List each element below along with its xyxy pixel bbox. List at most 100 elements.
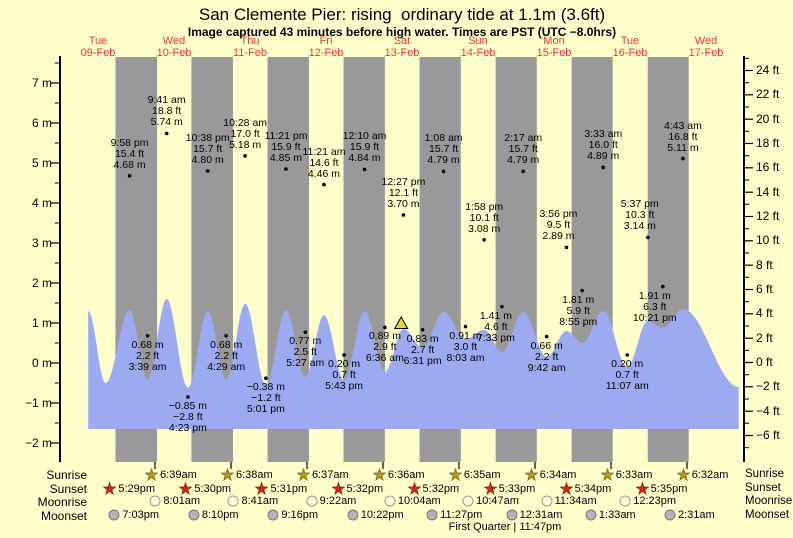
high-tide-annotation: 10:38 pm 15.7 ft 4.80 m (185, 132, 230, 166)
sunset-event: 5:32pm (331, 482, 384, 495)
high-tide-annotation: 4:43 am 16.8 ft 5.11 m (663, 119, 702, 154)
tide-dot (661, 284, 665, 289)
sunset-star-icon (255, 482, 269, 495)
right-axis-label-14ft: 14 ft (756, 184, 780, 199)
sunset-event: 5:29pm (103, 482, 155, 495)
right-axis-label--4ft: −4 ft (756, 403, 780, 418)
right-axis-label-0ft: 0 ft (756, 355, 773, 369)
tide-dot (243, 154, 247, 158)
sunset-time: 5:31pm (270, 482, 308, 495)
day-date: 17-Feb (688, 46, 724, 59)
low-tide-annotation: 0.77 m 2.5 ft 5:27 am (286, 335, 325, 370)
low-tide-annotation: 0.91 m 3.0 ft 8:03 am (446, 329, 485, 364)
left-axis-label-7m: 7 m (31, 75, 52, 90)
sunset-star-icon (407, 482, 421, 495)
day-label-4: Sat 13-Feb (384, 35, 420, 59)
sunrise-time: 6:38am (236, 468, 273, 481)
moonset-moon-icon (108, 509, 120, 520)
moonset-time: 11:27pm (440, 508, 483, 521)
day-label-6: Mon 15-Feb (536, 35, 572, 59)
day-date: 09-Feb (80, 46, 116, 59)
tide-dot (127, 174, 132, 178)
day-date: 13-Feb (384, 46, 420, 59)
right-axis-label-6ft: 6 ft (756, 281, 773, 296)
moonset-event: 7:03pm (108, 509, 159, 521)
moonrise-event: 10:47am (462, 495, 519, 507)
moonset-time: 2:31am (677, 508, 715, 521)
tide-dot (303, 330, 308, 335)
sunrise-event: 6:38am (221, 468, 273, 481)
row-label-right-sunrise: Sunrise (745, 468, 784, 480)
moonrise-time: 12:23pm (633, 495, 677, 507)
right-axis-label-16ft: 16 ft (756, 160, 780, 175)
sunset-time: 5:32pm (346, 482, 384, 495)
row-label-right-moonset: Moonset (745, 508, 790, 521)
tide-dot (164, 131, 169, 136)
sunrise-time: 6:32am (691, 468, 729, 481)
right-axis-label-20ft: 20 ft (756, 111, 780, 126)
tide-dots (127, 131, 685, 399)
low-tide-annotation: −0.38 m −1.2 ft 5:01 pm (246, 381, 285, 416)
day-date: 12-Feb (308, 46, 344, 59)
moonset-time: 9:16pm (281, 508, 319, 521)
sunrise-event: 6:39am (145, 468, 197, 481)
moonset-time: 1:33am (598, 508, 636, 521)
moonrise-event: 8:01am (149, 495, 200, 507)
right-axis-label--2ft: −2 ft (756, 379, 780, 394)
high-tide-annotation: 9:41 am 18.8 ft 5.74 m (147, 94, 186, 129)
day-label-5: Sun 14-Feb (461, 35, 496, 59)
sunset-event: 5:34pm (559, 482, 611, 495)
high-tide-annotation: 1:58 pm 10.1 ft 3.08 m (465, 200, 504, 235)
moonrise-time: 11:34am (554, 495, 597, 507)
moonrise-moon-icon (149, 495, 161, 507)
sunrise-event: 6:36am (372, 468, 425, 481)
moonset-event: 9:16pm (267, 509, 318, 521)
low-tide-annotation: 1.91 m 6.3 ft 10:21 pm (632, 289, 677, 324)
moonset-moon-icon (426, 509, 438, 520)
sunset-time: 5:35pm (650, 482, 688, 495)
moonrise-time: 9:22am (319, 495, 357, 507)
moon-phase-label: First Quarter | 11:47pm (448, 521, 562, 533)
moonrise-moon-icon (541, 495, 553, 507)
day-weekday: Wed (162, 35, 186, 47)
tide-dot (383, 325, 387, 330)
moonrise-time: 8:41am (241, 495, 279, 507)
left-axis-label-6m: 6 m (31, 115, 52, 130)
moonset-event: 8:10pm (188, 509, 239, 521)
tide-dot (186, 395, 190, 399)
high-tide-annotation: 9:58 pm 15.4 ft 4.68 m (110, 136, 149, 171)
row-label-left-moonrise: Moonrise (37, 495, 87, 509)
tide-dot (441, 169, 446, 174)
moonset-event: 10:22pm (347, 509, 404, 521)
right-axis-label-10ft: 10 ft (756, 233, 780, 248)
day-weekday: Mon (543, 35, 565, 47)
tide-dot (401, 213, 406, 217)
day-date: 16-Feb (612, 46, 648, 59)
sunrise-event: 6:34am (524, 468, 576, 481)
day-label-1: Wed 10-Feb (157, 35, 192, 59)
moonrise-event: 11:34am (541, 495, 597, 507)
tide-dot (284, 167, 288, 171)
moonrise-moon-icon (462, 495, 474, 507)
tide-dot (205, 169, 210, 173)
day-label-3: Fri 12-Feb (308, 35, 344, 59)
moonset-event: 2:31am (664, 509, 715, 521)
row-label-right-moonrise: Moonrise (745, 495, 793, 507)
right-axis-label--6ft: −6 ft (756, 428, 780, 442)
day-weekday: Thu (240, 35, 260, 47)
tide-dot (264, 376, 268, 381)
low-tide-annotation: 0.68 m 2.2 ft 3:39 am (128, 338, 167, 373)
moonrise-moon-icon (619, 495, 631, 507)
sunset-star-icon (559, 482, 573, 495)
left-axis-label--1m: −1 m (24, 395, 52, 410)
moonrise-time: 10:47am (476, 495, 519, 507)
tide-dot (224, 334, 228, 338)
low-tide-annotation: 1.81 m 5.9 ft 8:55 pm (559, 293, 598, 328)
moonset-time: 8:10pm (201, 508, 239, 521)
moonset-moon-icon (506, 509, 518, 520)
tide-dot (463, 324, 468, 329)
moonrise-moon-icon (384, 495, 396, 507)
moonrise-time: 10:04am (397, 495, 441, 507)
day-date: 15-Feb (536, 46, 572, 59)
